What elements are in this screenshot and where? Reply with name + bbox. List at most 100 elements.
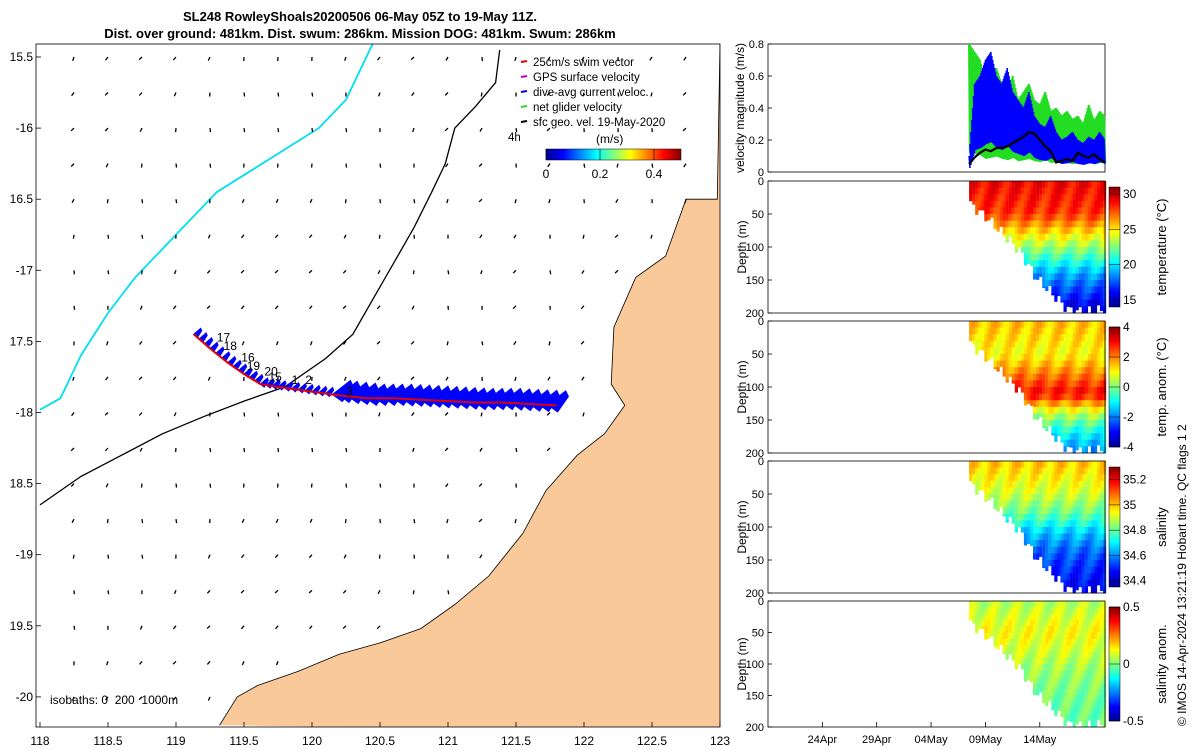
section-cell	[1045, 500, 1049, 508]
section-cell	[1045, 426, 1049, 432]
section-cell	[1093, 293, 1098, 301]
section-cell	[1054, 334, 1058, 342]
geo-velocity-arrow	[138, 376, 143, 381]
section-cell	[1002, 360, 1006, 368]
section-cell	[1036, 527, 1040, 535]
section-cell	[1081, 194, 1085, 202]
section-cell	[1060, 347, 1064, 355]
section-cell	[1033, 607, 1037, 615]
section-cell	[1097, 426, 1101, 434]
section-cell	[1072, 181, 1076, 189]
section-cell	[1051, 433, 1055, 436]
section-cell	[1075, 657, 1079, 665]
section-cell	[1023, 540, 1028, 546]
section-cell	[1057, 280, 1061, 288]
section-cell	[1066, 266, 1070, 274]
section-cell	[1023, 664, 1028, 671]
section-cell	[1066, 619, 1070, 627]
section-cell	[1020, 214, 1025, 222]
section-cell	[1100, 494, 1104, 502]
section-cell	[1048, 480, 1052, 488]
section-cell	[1103, 586, 1107, 594]
section-cell	[996, 645, 1000, 650]
section-cell	[1057, 638, 1061, 646]
geo-velocity-arrow	[243, 447, 246, 453]
section-cell	[996, 494, 1000, 502]
section-cell	[996, 327, 1000, 335]
geo-velocity-arrow	[615, 198, 619, 203]
section-cell	[990, 194, 994, 202]
geo-velocity-arrow	[240, 589, 245, 594]
section-cell	[1069, 533, 1073, 541]
section-cell	[1087, 664, 1091, 671]
section-cell	[1066, 638, 1070, 646]
section-cell	[1042, 520, 1046, 528]
section-cell	[1026, 220, 1031, 228]
section-cell	[987, 200, 991, 208]
section-cell	[1048, 601, 1052, 608]
section-cell	[1075, 373, 1079, 381]
section-cell	[1069, 181, 1073, 189]
section-cell	[1033, 474, 1037, 482]
section-cell	[1057, 540, 1061, 548]
section-cell	[1042, 187, 1046, 195]
section-cell	[1033, 553, 1037, 560]
section-cell	[987, 619, 991, 627]
section-cell	[1051, 334, 1055, 342]
section-cell	[1081, 393, 1085, 401]
section-cell	[1078, 533, 1082, 541]
section-cell	[1026, 540, 1031, 544]
section-cell	[1090, 354, 1095, 362]
section-cell	[1084, 474, 1088, 482]
section-cell	[1097, 701, 1101, 709]
section-cell	[1103, 413, 1107, 421]
section-cell	[1090, 520, 1095, 528]
section-cell	[1057, 546, 1061, 554]
section-cell	[1042, 500, 1046, 508]
section-cell	[1078, 340, 1082, 348]
section-cell	[1081, 347, 1085, 355]
section-cell	[1069, 601, 1073, 608]
section-cell	[1048, 340, 1052, 348]
section-cell	[1051, 200, 1055, 208]
section-cell	[1066, 494, 1070, 502]
section-cell	[1097, 380, 1101, 388]
section-cell	[1081, 480, 1085, 488]
section-cell	[1036, 413, 1040, 420]
section-cell	[993, 632, 997, 640]
section-cell	[1063, 439, 1067, 447]
section-cell	[1039, 321, 1043, 329]
section-cell	[984, 187, 988, 195]
section-cell	[1045, 380, 1049, 388]
section-cell	[1081, 689, 1085, 696]
section-cell	[1054, 540, 1058, 548]
section-cell	[1045, 701, 1049, 707]
section-cell	[993, 613, 997, 621]
section-cell	[1023, 601, 1028, 608]
section-cell	[1017, 494, 1021, 502]
section-cell	[1054, 613, 1058, 621]
section-cell	[1093, 553, 1098, 561]
section-cell	[1051, 638, 1055, 646]
section-cell	[1030, 507, 1034, 515]
section-cell	[1033, 273, 1037, 280]
section-cell	[1063, 181, 1067, 189]
section-cell	[1048, 676, 1052, 684]
section-cell	[1014, 200, 1018, 208]
section-cell	[1051, 553, 1055, 561]
section-cell	[1042, 607, 1046, 615]
section-cell	[1060, 393, 1064, 401]
section-cell	[1087, 321, 1091, 329]
section-cell	[1008, 607, 1012, 615]
section-cell	[1060, 513, 1064, 521]
section-colorbar-tick-label: -2	[1123, 410, 1134, 424]
section-cell	[978, 480, 982, 488]
section-cell	[1075, 520, 1079, 528]
geo-velocity-arrow	[240, 625, 245, 630]
section-cell	[1090, 286, 1095, 294]
title-line-1: SL248 RowleyShoals20200506 06-May 05Z to…	[182, 9, 538, 24]
section-cell	[993, 507, 997, 510]
geo-velocity-arrow	[241, 661, 245, 666]
section-colorbar-label: salinity anom.	[1154, 624, 1169, 703]
section-cell	[1090, 400, 1095, 408]
